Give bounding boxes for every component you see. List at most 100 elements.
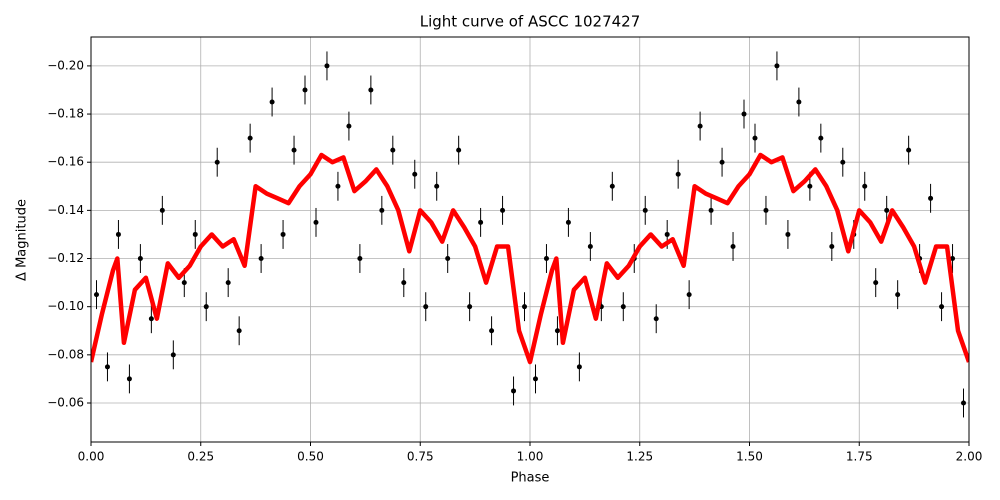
data-point — [489, 328, 495, 334]
data-point — [950, 256, 956, 262]
data-point — [269, 99, 275, 105]
data-point — [214, 159, 220, 165]
data-point — [148, 316, 154, 322]
y-tick-label: −0.18 — [47, 107, 84, 121]
data-point — [500, 207, 506, 213]
data-point — [522, 304, 528, 310]
data-point — [642, 207, 648, 213]
data-point — [236, 328, 242, 334]
data-point — [324, 63, 330, 69]
data-point — [434, 183, 440, 189]
data-point — [313, 219, 319, 225]
data-point — [104, 364, 110, 370]
data-point — [247, 135, 253, 141]
data-point — [225, 280, 231, 286]
data-point — [906, 147, 912, 153]
data-point — [565, 219, 571, 225]
y-axis-label: Δ Magnitude — [15, 199, 30, 281]
data-point — [664, 231, 670, 237]
data-point — [159, 207, 165, 213]
data-point — [532, 376, 538, 382]
data-point — [357, 256, 363, 262]
data-point — [763, 207, 769, 213]
data-point — [620, 304, 626, 310]
data-point — [258, 256, 264, 262]
data-point — [576, 364, 582, 370]
data-point — [587, 243, 593, 249]
data-point — [895, 292, 901, 298]
axes-frame — [90, 36, 970, 443]
data-point — [291, 147, 297, 153]
y-tick-label: −0.14 — [47, 203, 84, 217]
x-tick-label: 0.25 — [187, 450, 214, 464]
data-point — [412, 171, 418, 177]
data-point — [873, 280, 879, 286]
data-point — [335, 183, 341, 189]
x-tick-label: 1.25 — [626, 450, 653, 464]
chart-title: Light curve of ASCC 1027427 — [420, 13, 641, 31]
x-tick-label: 0.50 — [297, 450, 324, 464]
y-tick-label: −0.16 — [47, 155, 84, 169]
data-point — [181, 280, 187, 286]
data-point — [840, 159, 846, 165]
model-curve — [91, 152, 969, 365]
data-point — [192, 231, 198, 237]
x-tick-label: 2.00 — [956, 450, 983, 464]
data-point — [93, 292, 99, 298]
data-point — [445, 256, 451, 262]
data-point — [785, 231, 791, 237]
data-point — [686, 292, 692, 298]
data-point — [829, 243, 835, 249]
data-point — [423, 304, 429, 310]
y-tick-label: −0.12 — [47, 251, 84, 265]
y-tick-label: −0.20 — [47, 58, 84, 72]
x-tick-label: 0.00 — [78, 450, 105, 464]
x-tick-label: 1.50 — [736, 450, 763, 464]
data-point — [818, 135, 824, 141]
data-point — [543, 256, 549, 262]
data-point — [719, 159, 725, 165]
y-tick-label: −0.10 — [47, 299, 84, 313]
data-point — [807, 183, 813, 189]
y-tick-label: −0.06 — [47, 395, 84, 409]
data-point — [741, 111, 747, 117]
data-point — [346, 123, 352, 129]
data-point — [862, 183, 868, 189]
data-point — [653, 316, 659, 322]
data-point — [675, 171, 681, 177]
data-point — [697, 123, 703, 129]
data-point — [280, 231, 286, 237]
data-point — [961, 400, 967, 406]
data-point — [796, 99, 802, 105]
data-point — [126, 376, 132, 382]
data-point — [456, 147, 462, 153]
data-point — [401, 280, 407, 286]
data-point — [928, 195, 934, 201]
data-point — [478, 219, 484, 225]
x-tick-label: 1.00 — [517, 450, 544, 464]
data-point — [390, 147, 396, 153]
y-tick-label: −0.08 — [47, 347, 84, 361]
data-point — [115, 231, 121, 237]
x-axis-label: Phase — [511, 471, 550, 486]
data-point — [511, 388, 517, 394]
data-point — [939, 304, 945, 310]
data-point — [774, 63, 780, 69]
data-point — [884, 207, 890, 213]
data-point — [730, 243, 736, 249]
data-point — [302, 87, 308, 93]
data-point — [609, 183, 615, 189]
data-point — [379, 207, 385, 213]
data-point — [752, 135, 758, 141]
data-point — [708, 207, 714, 213]
x-tick-label: 0.75 — [407, 450, 434, 464]
data-point — [137, 256, 143, 262]
data-point — [554, 328, 560, 334]
data-point — [170, 352, 176, 358]
data-point — [368, 87, 374, 93]
plot-area — [91, 51, 969, 418]
data-point — [203, 304, 209, 310]
x-tick-label: 1.75 — [846, 450, 873, 464]
